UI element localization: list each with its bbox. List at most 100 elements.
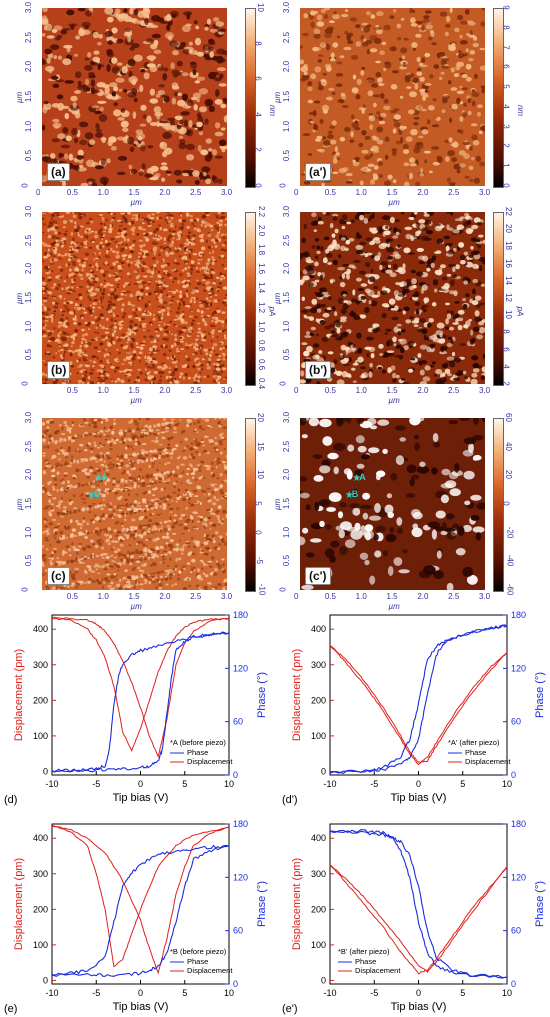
afm-grain xyxy=(186,292,188,295)
afm-grain xyxy=(142,313,146,316)
afm-grain xyxy=(206,287,209,290)
afm-grain xyxy=(451,43,455,47)
afm-grain xyxy=(207,375,210,378)
afm-grain xyxy=(357,79,362,85)
afm-grain xyxy=(332,172,338,175)
afm-grain xyxy=(303,133,311,136)
afm-grain xyxy=(105,31,113,37)
afm-grain xyxy=(171,500,174,502)
afm-grain xyxy=(155,234,157,237)
afm-grain xyxy=(63,506,67,509)
afm-ytick: 3.0 xyxy=(282,206,291,217)
afm-grain xyxy=(471,225,478,229)
afm-grain xyxy=(68,258,71,261)
afm-grain xyxy=(173,74,179,78)
afm-grain xyxy=(110,293,115,295)
afm-grain xyxy=(168,214,171,216)
afm-grain xyxy=(75,35,80,39)
afm-grain xyxy=(116,481,120,483)
afm-grain xyxy=(192,262,194,265)
afm-grain xyxy=(172,281,174,283)
afm-grain xyxy=(55,220,57,224)
afm-grain xyxy=(127,576,131,579)
afm-grain xyxy=(141,318,145,320)
afm-grain xyxy=(136,560,141,563)
afm-grain xyxy=(92,306,95,309)
afm-grain xyxy=(158,316,162,318)
afm-grain xyxy=(138,262,141,264)
afm-grain xyxy=(167,437,171,440)
afm-grain xyxy=(117,284,120,286)
afm-grain xyxy=(54,55,58,59)
afm-grain xyxy=(100,313,104,316)
afm-grain xyxy=(210,512,213,516)
afm-grain xyxy=(121,243,124,245)
afm-grain xyxy=(151,532,155,534)
afm-grain xyxy=(200,502,202,505)
afm-grain xyxy=(153,253,156,256)
afm-grain xyxy=(71,546,76,548)
afm-grain xyxy=(167,118,175,121)
afm-grain xyxy=(117,242,120,244)
afm-grain xyxy=(155,506,158,509)
afm-grain xyxy=(164,553,168,555)
afm-grain xyxy=(457,129,461,132)
afm-grain xyxy=(437,323,445,329)
afm-grain xyxy=(151,213,155,215)
afm-grain xyxy=(61,255,65,257)
afm-grain xyxy=(150,579,152,581)
afm-grain xyxy=(182,72,189,76)
afm-grain xyxy=(161,363,165,365)
afm-grain xyxy=(127,508,132,511)
afm-grain xyxy=(138,502,141,504)
afm-grain xyxy=(317,149,323,152)
afm-grain xyxy=(111,366,115,369)
afm-grain xyxy=(324,14,329,19)
afm-grain xyxy=(64,80,74,84)
afm-grain xyxy=(97,101,106,104)
afm-grain xyxy=(182,94,188,101)
afm-grain xyxy=(143,263,146,266)
afm-grain xyxy=(316,251,320,254)
afm-grain xyxy=(148,505,151,508)
afm-grain xyxy=(456,98,461,104)
afm-grain xyxy=(131,559,134,561)
afm-grain xyxy=(391,365,396,370)
afm-grain xyxy=(220,255,224,258)
afm-grain xyxy=(189,330,192,333)
afm-grain xyxy=(162,507,166,510)
afm-grain xyxy=(193,69,197,75)
afm-grain xyxy=(177,280,180,284)
afm-grain xyxy=(362,167,369,173)
afm-grain xyxy=(128,255,132,259)
afm-grain xyxy=(82,375,85,377)
afm-grain xyxy=(423,297,429,303)
afm-grain xyxy=(206,239,208,243)
afm-grain xyxy=(114,278,116,281)
afm-grain xyxy=(194,429,196,431)
afm-grain xyxy=(57,275,62,278)
afm-grain xyxy=(353,75,356,80)
afm-grain xyxy=(338,298,344,304)
afm-image-c: A★B★(c) xyxy=(42,418,227,590)
afm-grain xyxy=(457,170,461,174)
afm-grain xyxy=(476,156,481,162)
afm-grain xyxy=(47,58,51,64)
afm-xtick: 2.0 xyxy=(159,386,170,395)
afm-grain xyxy=(385,332,388,335)
afm-grain xyxy=(64,306,68,308)
colorbar-tick: 1 xyxy=(502,163,511,167)
afm-grain xyxy=(361,283,368,286)
afm-grain xyxy=(216,222,219,224)
afm-grain xyxy=(76,583,80,586)
afm-grain xyxy=(65,528,70,530)
afm-grain xyxy=(86,522,89,525)
afm-grain xyxy=(112,490,115,492)
afm-grain xyxy=(163,95,170,102)
afm-grain xyxy=(144,510,147,513)
afm-grain xyxy=(73,459,76,462)
afm-grain xyxy=(217,583,221,586)
afm-grain xyxy=(195,38,201,46)
afm-grain xyxy=(160,21,169,24)
afm-grain xyxy=(103,582,105,584)
